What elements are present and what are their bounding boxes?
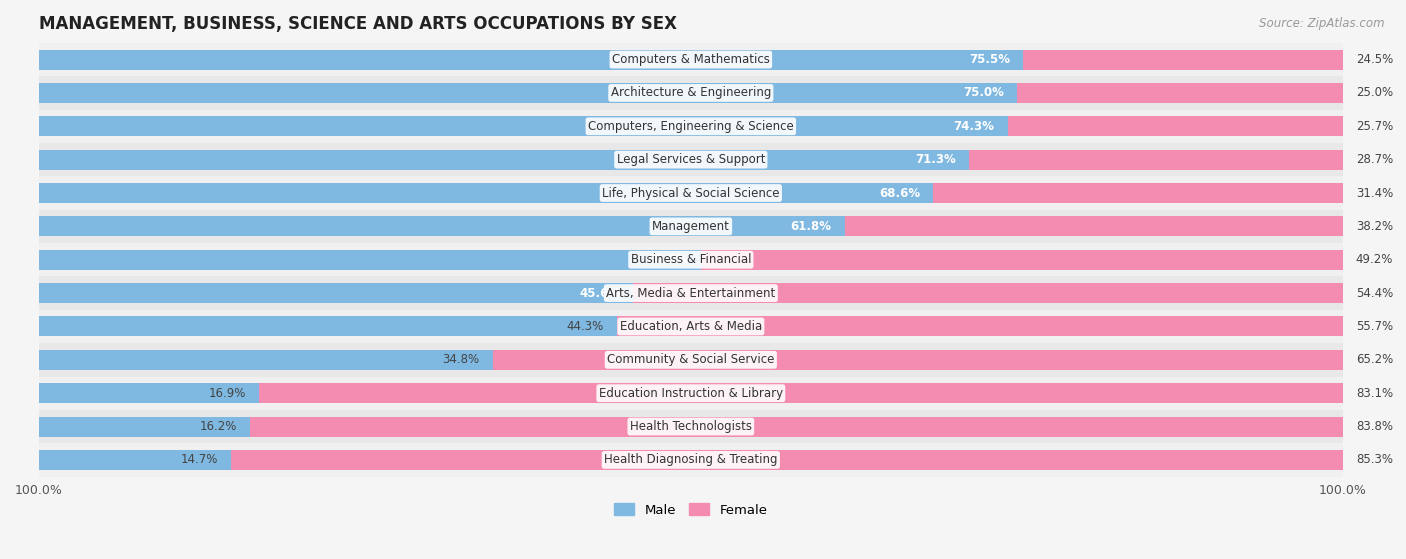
Text: 71.3%: 71.3% <box>915 153 956 166</box>
Text: Life, Physical & Social Science: Life, Physical & Social Science <box>602 187 779 200</box>
Bar <box>39 216 845 236</box>
Text: Source: ZipAtlas.com: Source: ZipAtlas.com <box>1260 17 1385 30</box>
Bar <box>39 343 1343 377</box>
Text: 74.3%: 74.3% <box>953 120 994 133</box>
Bar <box>39 243 1343 276</box>
Text: 14.7%: 14.7% <box>180 453 218 466</box>
Bar <box>39 43 1343 76</box>
Text: Business & Financial: Business & Financial <box>630 253 751 266</box>
Bar <box>39 50 1024 69</box>
Bar <box>39 377 1343 410</box>
Text: MANAGEMENT, BUSINESS, SCIENCE AND ARTS OCCUPATIONS BY SEX: MANAGEMENT, BUSINESS, SCIENCE AND ARTS O… <box>39 15 676 33</box>
Text: Architecture & Engineering: Architecture & Engineering <box>610 87 770 100</box>
Text: Health Diagnosing & Treating: Health Diagnosing & Treating <box>605 453 778 466</box>
Text: Education, Arts & Media: Education, Arts & Media <box>620 320 762 333</box>
Bar <box>39 176 1343 210</box>
Bar <box>1017 83 1343 103</box>
Bar <box>231 450 1343 470</box>
Bar <box>250 416 1343 437</box>
Text: Computers & Mathematics: Computers & Mathematics <box>612 53 769 66</box>
Text: 65.2%: 65.2% <box>1355 353 1393 366</box>
Bar <box>634 283 1343 303</box>
Bar <box>1008 116 1343 136</box>
Text: 54.4%: 54.4% <box>1355 287 1393 300</box>
Text: 61.8%: 61.8% <box>790 220 831 233</box>
Bar <box>39 350 492 370</box>
Text: 49.2%: 49.2% <box>1355 253 1393 266</box>
Text: Community & Social Service: Community & Social Service <box>607 353 775 366</box>
Bar <box>492 350 1343 370</box>
Bar <box>39 143 1343 176</box>
Text: Health Technologists: Health Technologists <box>630 420 752 433</box>
Bar <box>39 210 1343 243</box>
Bar <box>39 76 1343 110</box>
Text: 28.7%: 28.7% <box>1355 153 1393 166</box>
Bar <box>39 83 1017 103</box>
Bar <box>39 276 1343 310</box>
Text: Computers, Engineering & Science: Computers, Engineering & Science <box>588 120 794 133</box>
Bar <box>259 383 1343 403</box>
Bar <box>39 450 231 470</box>
Text: 83.1%: 83.1% <box>1355 387 1393 400</box>
Text: 24.5%: 24.5% <box>1355 53 1393 66</box>
Text: 44.3%: 44.3% <box>567 320 603 333</box>
Text: Management: Management <box>652 220 730 233</box>
Bar <box>39 183 934 203</box>
Text: 38.2%: 38.2% <box>1355 220 1393 233</box>
Bar <box>39 283 634 303</box>
Text: 34.8%: 34.8% <box>443 353 479 366</box>
Text: 83.8%: 83.8% <box>1355 420 1393 433</box>
Bar <box>39 310 1343 343</box>
Text: 25.0%: 25.0% <box>1355 87 1393 100</box>
Text: 85.3%: 85.3% <box>1355 453 1393 466</box>
Text: 68.6%: 68.6% <box>879 187 921 200</box>
Bar <box>934 183 1343 203</box>
Text: 25.7%: 25.7% <box>1355 120 1393 133</box>
Bar <box>39 250 702 270</box>
Bar <box>39 150 969 170</box>
Text: Education Instruction & Library: Education Instruction & Library <box>599 387 783 400</box>
Text: 31.4%: 31.4% <box>1355 187 1393 200</box>
Bar <box>969 150 1343 170</box>
Text: 45.6%: 45.6% <box>579 287 620 300</box>
Text: Legal Services & Support: Legal Services & Support <box>617 153 765 166</box>
Bar <box>845 216 1343 236</box>
Bar <box>702 250 1343 270</box>
Bar <box>39 443 1343 477</box>
Bar <box>1024 50 1343 69</box>
Text: 75.0%: 75.0% <box>963 87 1004 100</box>
Bar <box>39 110 1343 143</box>
Text: 16.2%: 16.2% <box>200 420 238 433</box>
Text: 55.7%: 55.7% <box>1355 320 1393 333</box>
Bar <box>616 316 1343 337</box>
Bar <box>39 116 1008 136</box>
Bar <box>39 316 616 337</box>
Text: 75.5%: 75.5% <box>969 53 1011 66</box>
Legend: Male, Female: Male, Female <box>609 498 773 522</box>
Text: 50.8%: 50.8% <box>647 253 688 266</box>
Text: 16.9%: 16.9% <box>209 387 246 400</box>
Bar <box>39 383 259 403</box>
Text: Arts, Media & Entertainment: Arts, Media & Entertainment <box>606 287 776 300</box>
Bar <box>39 410 1343 443</box>
Bar <box>39 416 250 437</box>
